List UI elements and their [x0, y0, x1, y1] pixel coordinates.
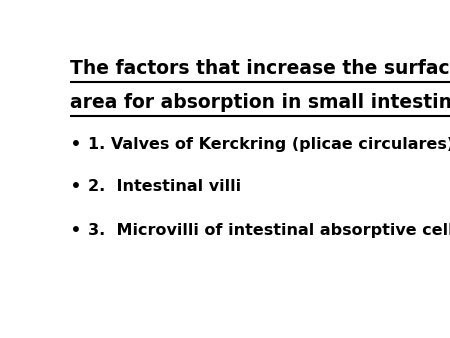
Text: 1. Valves of Kerckring (plicae circulares): 1. Valves of Kerckring (plicae circulare…	[88, 137, 450, 152]
Text: The factors that increase the surface: The factors that increase the surface	[70, 59, 450, 78]
Text: •: •	[70, 221, 82, 240]
Text: 2.  Intestinal villi: 2. Intestinal villi	[88, 179, 241, 194]
Text: area for absorption in small intestine: area for absorption in small intestine	[70, 93, 450, 112]
Text: •: •	[70, 177, 82, 196]
Text: 3.  Microvilli of intestinal absorptive cells: 3. Microvilli of intestinal absorptive c…	[88, 223, 450, 238]
Text: •: •	[70, 135, 82, 154]
